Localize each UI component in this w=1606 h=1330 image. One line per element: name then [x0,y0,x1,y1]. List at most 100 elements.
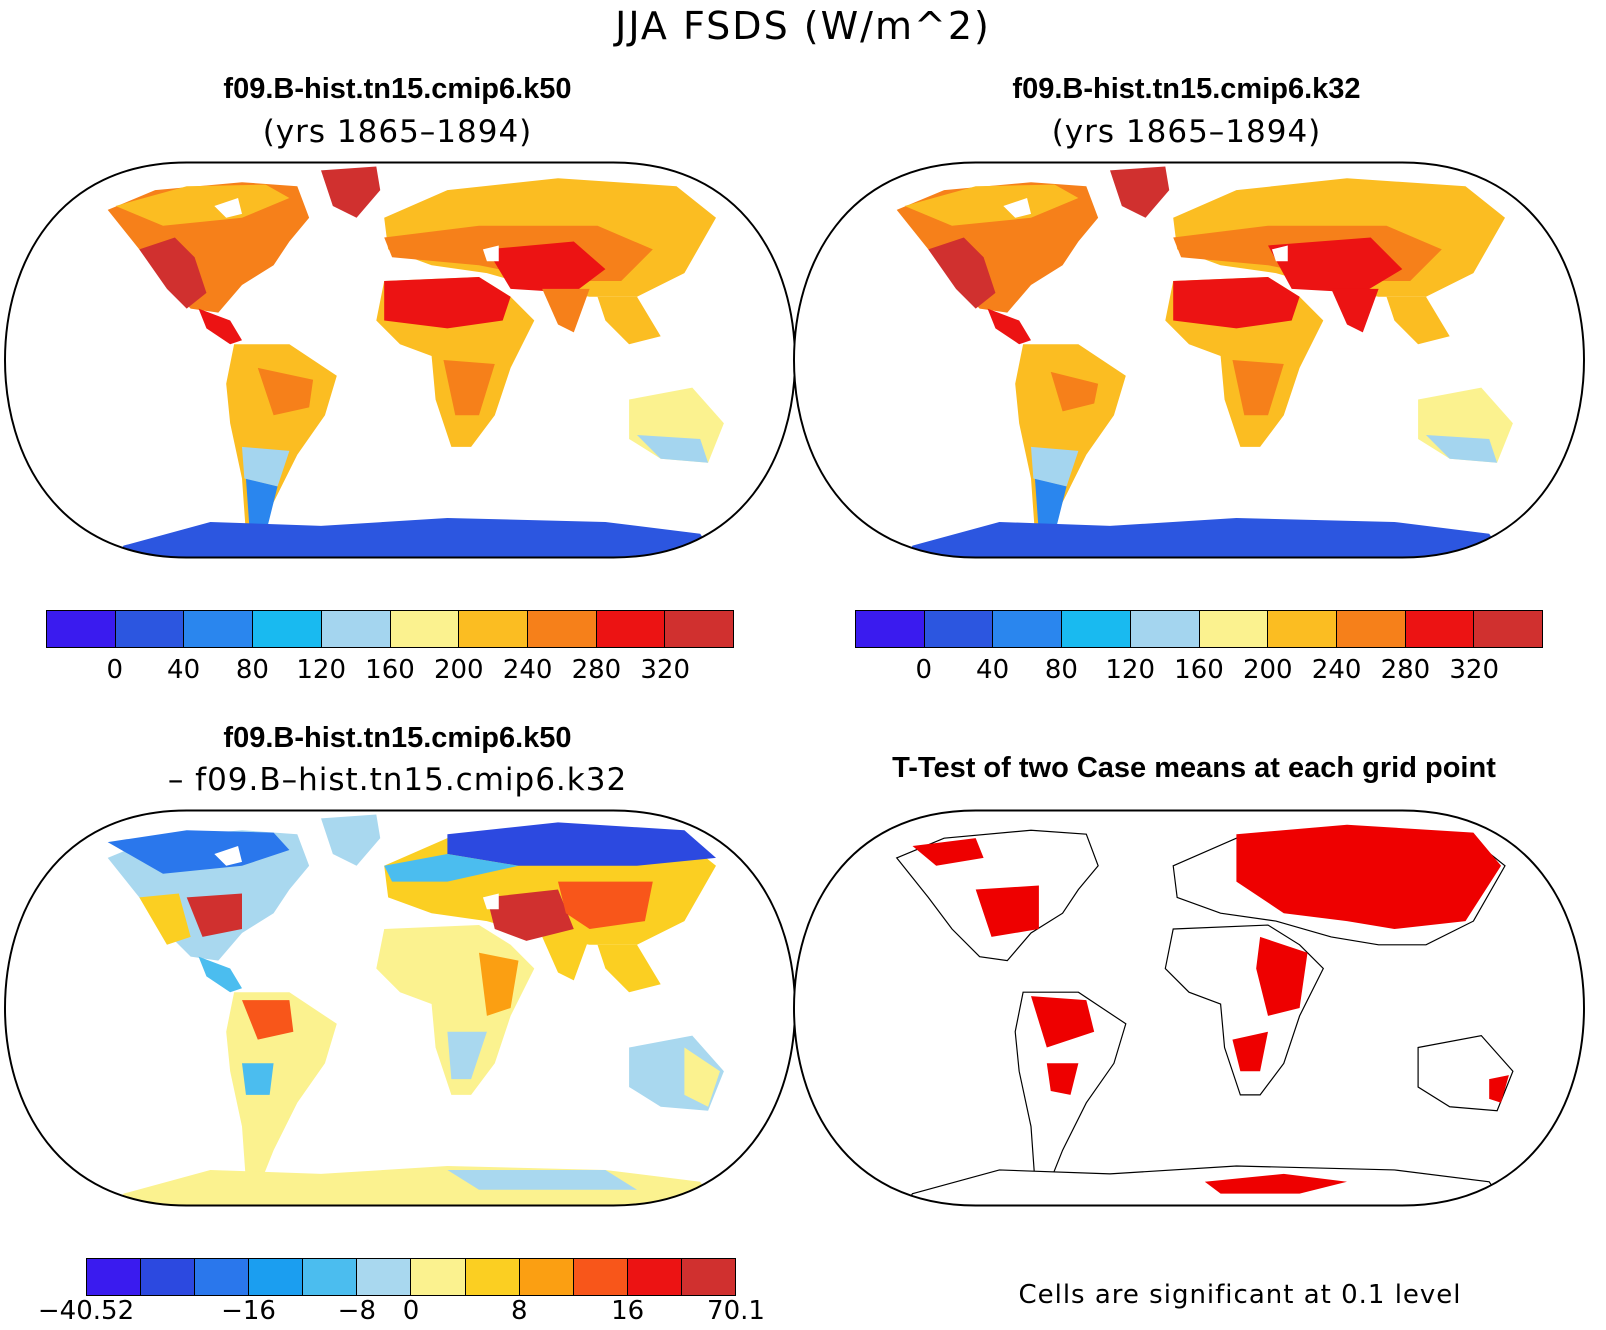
sig-eurasia [1236,824,1502,929]
antarctica [115,518,717,558]
colorbar-case2 [855,610,1543,648]
north-america-north [115,184,290,226]
south-america-mid [242,446,290,487]
africa-south [1232,360,1284,416]
colorbar-swatch [1062,611,1131,647]
colorbar-swatch [465,1259,520,1295]
india [1331,288,1379,333]
middle-east [486,889,574,941]
colorbar-tick-label: 200 [433,655,484,685]
central-asia [558,881,653,929]
sig-south-america [1031,996,1095,1048]
colorbar-tick-label: 200 [1242,655,1293,685]
colorbar-tick-label: 80 [1044,655,1078,685]
colorbar-swatch [141,1259,196,1295]
colorbar-tick-label: 0 [106,655,124,685]
map-case1 [4,161,796,559]
colorbar-difference [86,1258,736,1296]
colorbar-swatch [303,1259,358,1295]
se-asia [1386,296,1450,345]
greenland [1110,166,1170,218]
colorbar-swatch [856,611,925,647]
africa-north [384,277,511,329]
colorbar-tick-label: 40 [167,655,201,685]
central-america [198,956,242,993]
antarctica-outline [903,1165,1507,1206]
colorbar-tick-label: −40.52 [37,1296,135,1326]
colorbar-tick-label: 240 [1311,655,1362,685]
central-america [987,308,1031,345]
se-asia [597,296,661,345]
colorbar-swatch [924,611,994,647]
colorbar-swatch [195,1259,250,1295]
map-ttest [793,809,1585,1207]
colorbar-swatch [527,611,597,647]
colorbar-difference-labels: −40.52 −16 −8 0 8 16 70.1 [38,1296,765,1330]
antarctica-east [447,1169,637,1190]
colorbar-tick-label: 120 [1105,655,1156,685]
map-case2 [793,161,1585,559]
central-america [198,308,242,345]
colorbar-tick-label: 120 [296,655,347,685]
australia-east [684,1047,720,1107]
antarctica [904,518,1505,558]
south-america-south [1034,478,1067,534]
north-america-north [107,830,290,874]
south-america-core [1050,371,1099,412]
colorbar-swatch [573,1259,628,1295]
colorbar-swatch [665,611,734,647]
india [542,936,590,981]
south-america-mid [1031,446,1079,487]
sig-africa [1256,936,1308,1016]
colorbar-swatch [87,1259,142,1295]
middle-east [486,241,606,293]
south-america [226,992,337,1190]
colorbar-case1-labels: 0 40 80 120 160 200 240 280 320 [46,655,734,689]
sig-australia [1489,1075,1509,1103]
colorbar-swatch [681,1259,735,1295]
eurasia-north [447,822,716,866]
colorbar-swatch [459,611,528,647]
north-america-hot [139,237,207,309]
ttest-footnote: Cells are significant at 0.1 level [1018,1280,1462,1310]
colorbar-swatch [627,1259,682,1295]
colorbar-tick-label: 70.1 [707,1296,765,1326]
colorbar-tick-label: 40 [976,655,1010,685]
south-america-core [257,367,314,416]
colorbar-swatch [321,611,391,647]
australia-south [637,435,709,463]
sig-north-america-2 [912,838,984,866]
greenland [321,814,381,866]
colorbar-case2-labels: 0 40 80 120 160 200 240 280 320 [855,655,1543,689]
colorbar-swatch [1130,611,1200,647]
north-america-hot [928,237,996,309]
colorbar-case1 [46,610,734,648]
colorbar-tick-label: 8 [511,1296,528,1326]
colorbar-swatch [115,611,185,647]
sig-south-america-2 [1046,1063,1079,1095]
colorbar-swatch [411,1259,466,1295]
colorbar-tick-label: 0 [402,1296,420,1326]
colorbar-tick-label: −8 [337,1296,376,1326]
colorbar-tick-label: −16 [221,1296,276,1326]
sig-north-america [975,885,1039,937]
north-america-north [904,184,1079,226]
colorbar-tick-label: 240 [502,655,553,685]
colorbar-swatch [253,611,322,647]
colorbar-swatch [1336,611,1406,647]
se-asia [597,944,661,993]
panel-difference-subtitle: – f09.B–hist.tn15.cmip6.k32 [167,762,628,798]
africa-south [443,360,495,416]
panel-difference-title: f09.B-hist.tn15.cmip6.k50 [223,722,572,754]
map-difference [4,809,796,1207]
south-america-cool [242,1063,274,1095]
colorbar-swatch [1199,611,1269,647]
middle-east [1268,237,1403,293]
colorbar-swatch [249,1259,304,1295]
colorbar-swatch [596,611,666,647]
south-america-hot [242,1000,294,1040]
colorbar-swatch [1405,611,1475,647]
colorbar-swatch [519,1259,574,1295]
australia-south [1426,435,1498,463]
south-america-south [245,478,278,534]
